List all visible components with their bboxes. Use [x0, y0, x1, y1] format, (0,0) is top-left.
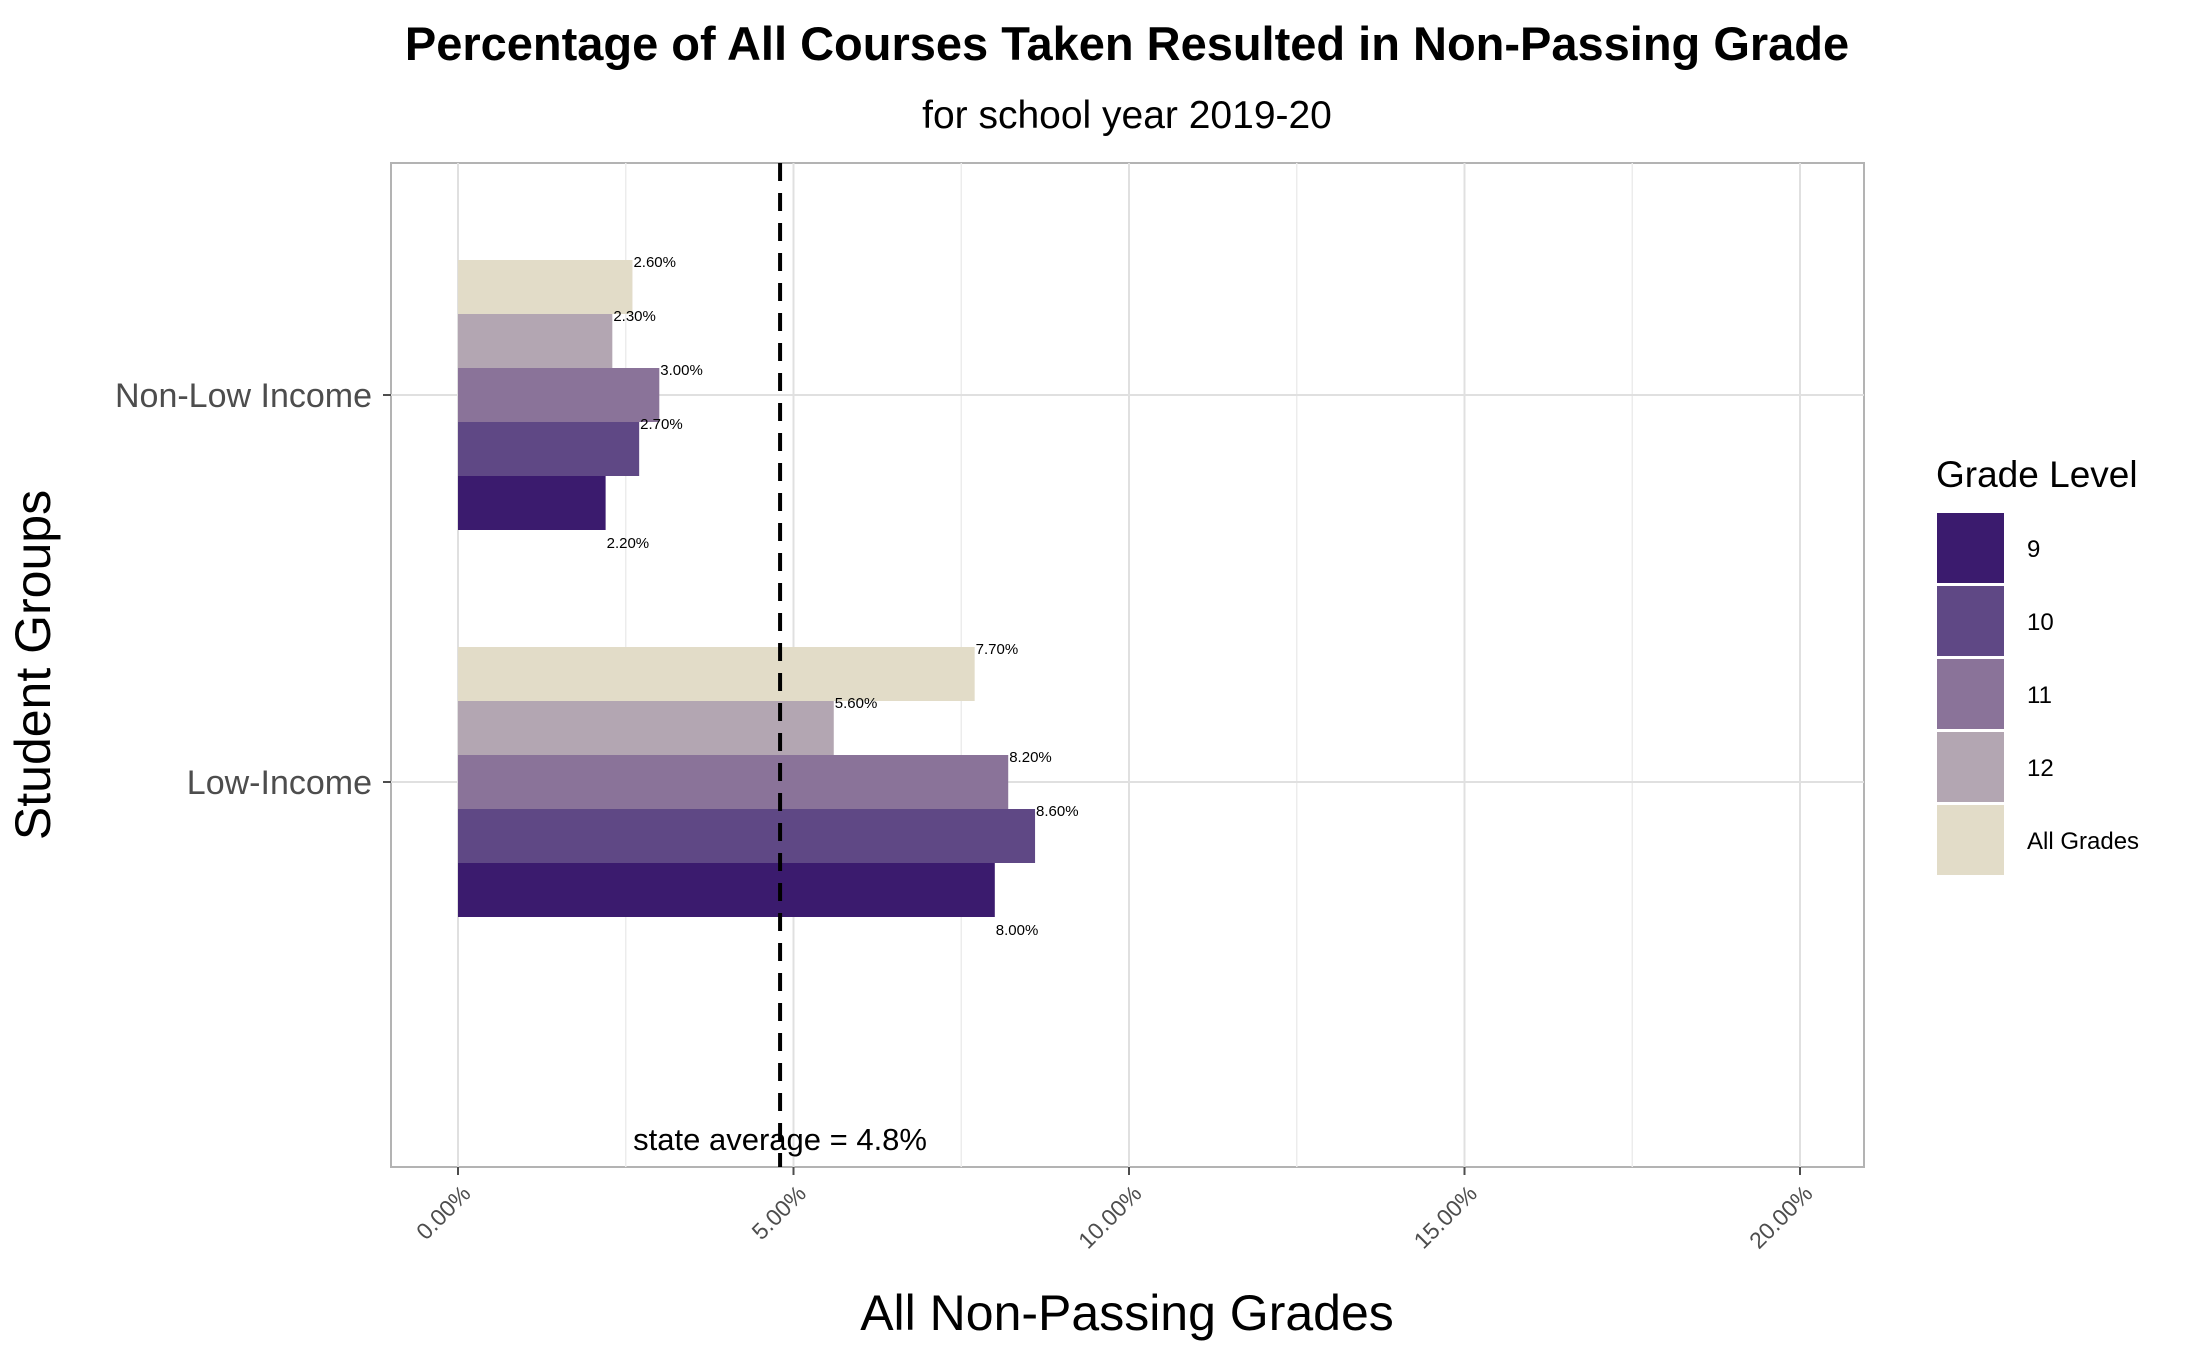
bar-value-label: 8.20%: [1009, 749, 1052, 766]
x-tick-label: 5.00%: [747, 1180, 812, 1245]
y-axis-title: Student Groups: [5, 490, 61, 840]
bar: [458, 476, 606, 530]
bar-labels: 8.00% 8.60% 8.20% 5.60% 7.70% 2.20% 2.70% 3.00%…: [607, 254, 1079, 939]
bar-value-label: 8.00%: [996, 922, 1039, 939]
bar-value-label: 2.60%: [633, 254, 676, 271]
bar: [458, 422, 640, 476]
bar: [458, 701, 834, 755]
bar: [458, 755, 1009, 809]
legend-label: 12: [2027, 755, 2054, 782]
bar-value-label: 8.60%: [1036, 803, 1079, 820]
y-tick-label: Low-Income: [187, 764, 372, 802]
legend-label: 9: [2027, 536, 2040, 563]
chart-title: Percentage of All Courses Taken Resulted…: [405, 17, 1849, 70]
bar: [458, 314, 613, 368]
x-tick-label: 10.00%: [1073, 1180, 1147, 1254]
bar: [458, 809, 1036, 863]
y-tick-label: Non-Low Income: [115, 377, 372, 415]
legend-label: 10: [2027, 609, 2054, 636]
bars: [458, 260, 1036, 917]
chart-subtitle: for school year 2019-20: [922, 94, 1332, 137]
bar-value-label: 2.20%: [607, 535, 650, 552]
legend-key: [1937, 586, 2004, 656]
bar: [458, 368, 660, 422]
bar-value-label: 3.00%: [660, 362, 703, 379]
x-tick-label: 15.00%: [1408, 1180, 1482, 1254]
legend-key: [1937, 805, 2004, 875]
x-tick-label: 20.00%: [1744, 1180, 1818, 1254]
x-tick-label: 0.00%: [411, 1180, 476, 1245]
legend: Grade Level 9 10 11 12 All Grades: [1936, 454, 2139, 875]
bar-value-label: 2.30%: [613, 308, 656, 325]
legend-key: [1937, 659, 2004, 729]
x-axis: 0.00% 5.00% 10.00% 15.00% 20.00%: [411, 1167, 1818, 1254]
bar-value-label: 2.70%: [640, 416, 683, 433]
legend-title: Grade Level: [1936, 454, 2138, 495]
legend-label: All Grades: [2027, 828, 2139, 855]
bar-value-label: 5.60%: [835, 695, 878, 712]
state-average-label: state average = 4.8%: [633, 1122, 927, 1157]
bar-value-label: 7.70%: [976, 641, 1019, 658]
reference-line-group: state average = 4.8%: [633, 163, 927, 1167]
x-axis-title: All Non-Passing Grades: [860, 1285, 1394, 1341]
bar: [458, 647, 975, 701]
legend-key: [1937, 513, 2004, 583]
bar: [458, 863, 995, 917]
legend-key: [1937, 732, 2004, 802]
bar: [458, 260, 633, 314]
y-axis: Low-Income Non-Low Income: [115, 377, 391, 802]
legend-label: 11: [2027, 682, 2052, 709]
